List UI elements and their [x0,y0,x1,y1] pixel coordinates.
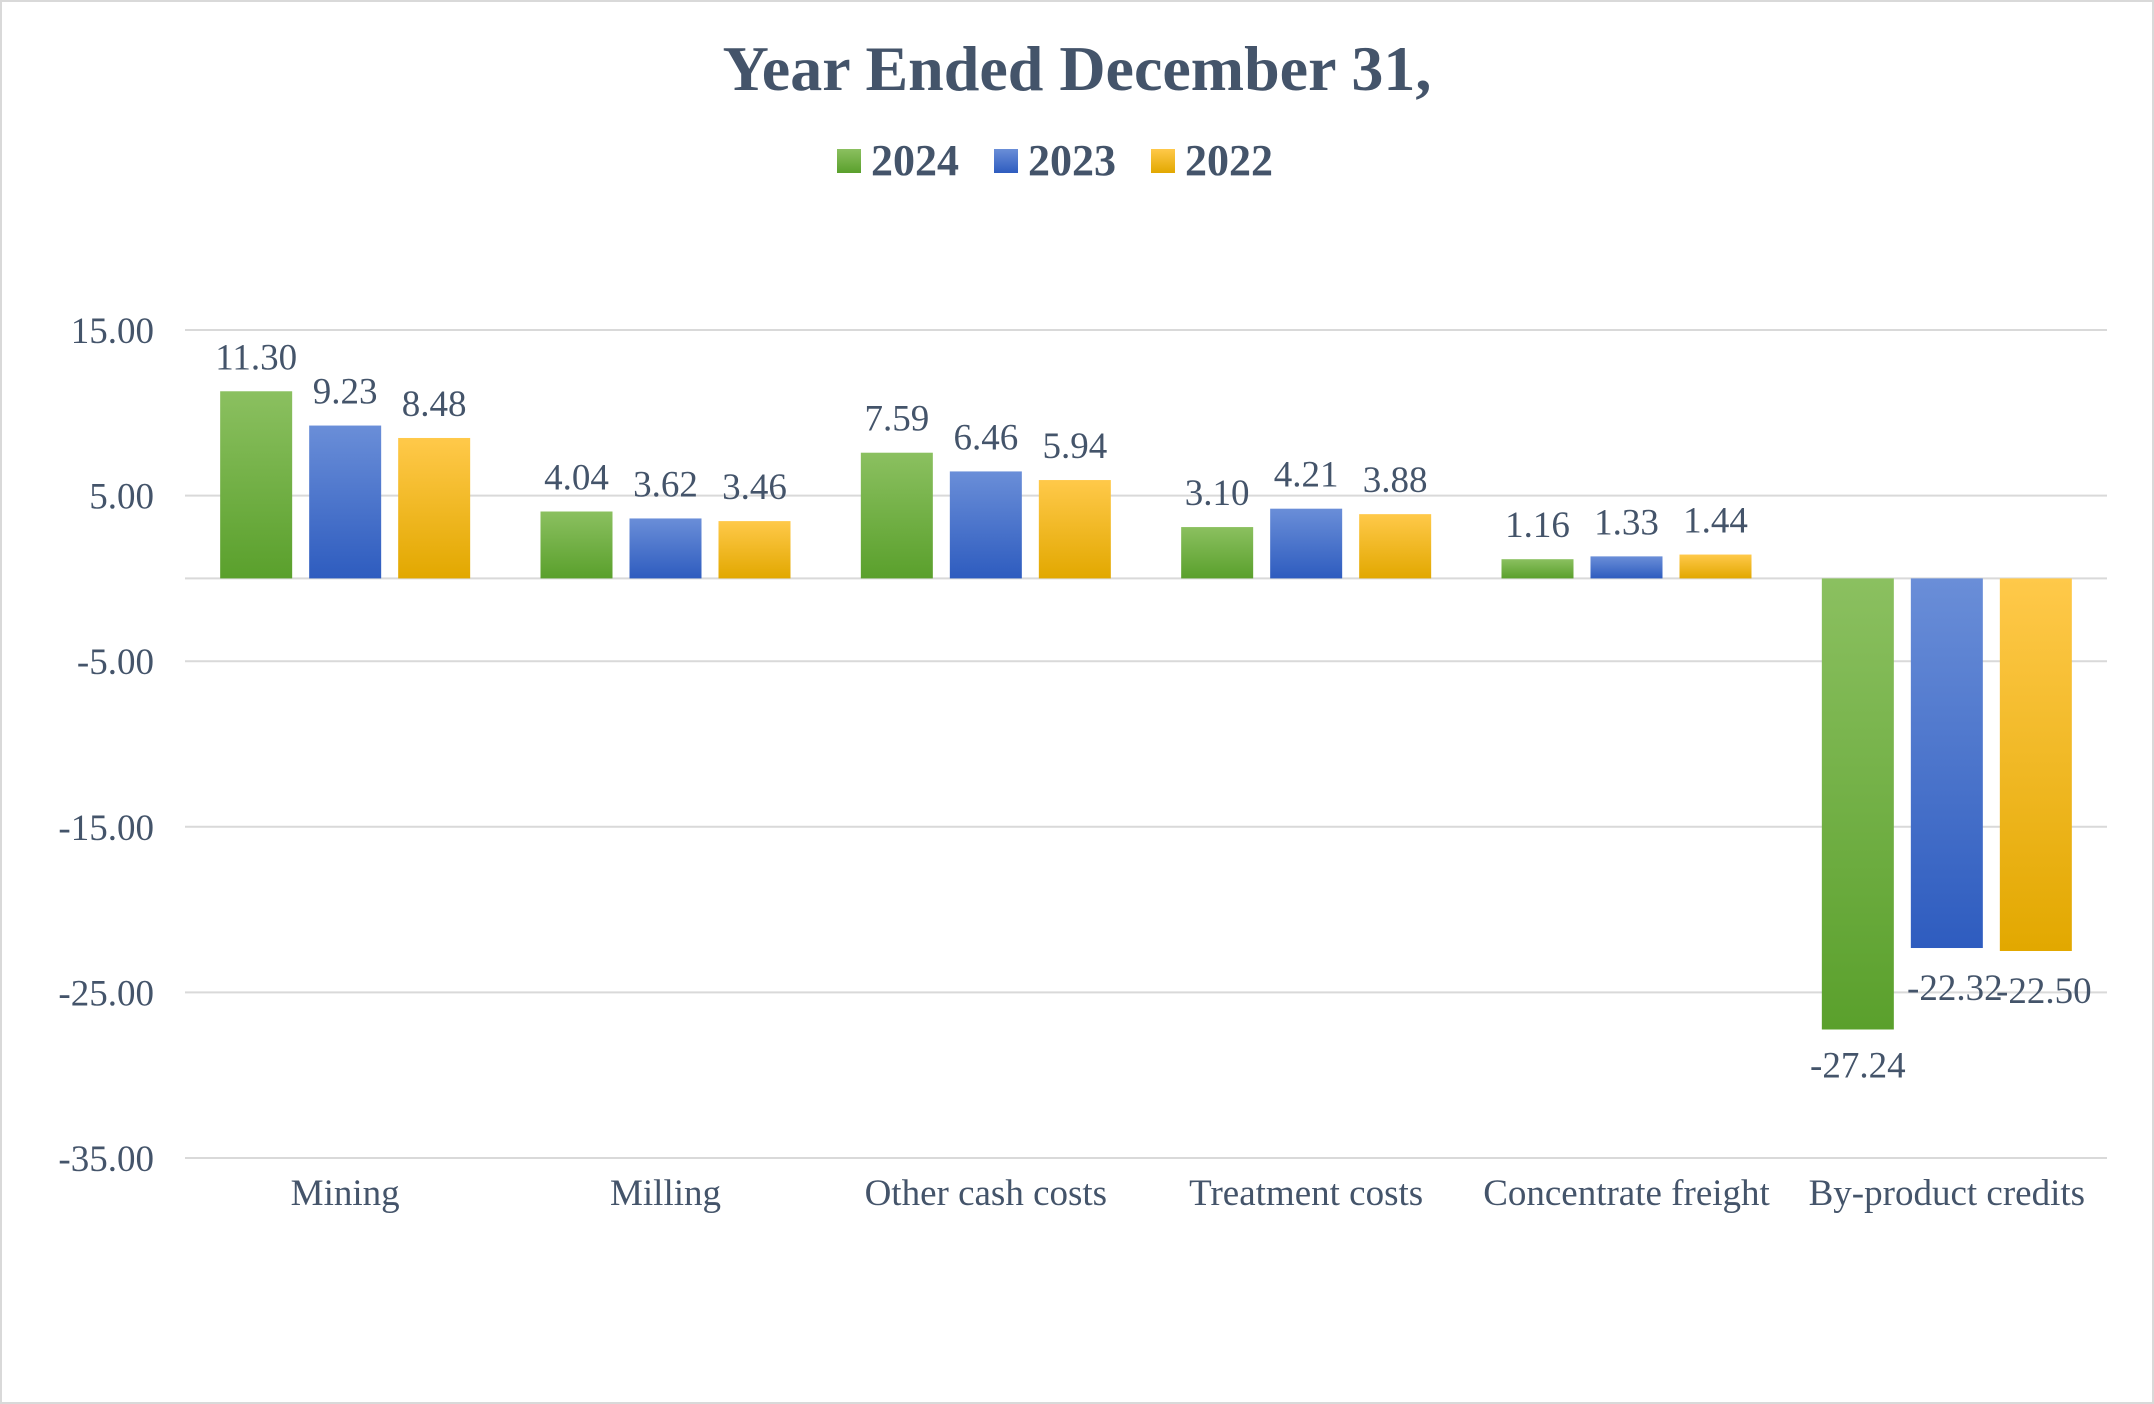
legend-swatch-2023 [994,149,1018,173]
x-axis-categories: Mining Milling Other cash costs Treatment c… [291,1173,2085,1214]
data-label-by-product-credits-2022: -22.50 [1996,971,2092,1012]
data-label-other-cash-costs-2024: 7.59 [864,399,929,440]
bar-treatment-costs-2022 [1359,514,1432,579]
bar-treatment-costs-2024 [1181,527,1254,579]
x-category-label: Concentrate freight [1483,1173,1770,1214]
data-label-other-cash-costs-2022: 5.94 [1042,426,1107,467]
chart-title: Year Ended December 31, [723,33,1432,104]
legend-swatch-2022 [1151,149,1175,173]
x-category-label: Treatment costs [1189,1173,1423,1214]
bar-milling-2022 [718,521,791,579]
data-label-mining-2022: 8.48 [402,384,467,425]
bar-milling-2023 [629,518,702,579]
legend-swatch-2024 [837,149,861,173]
data-label-mining-2023: 9.23 [313,372,378,413]
bar-treatment-costs-2023 [1270,508,1343,579]
legend-label-2022: 2022 [1185,136,1273,185]
y-axis-ticks: 15.00 5.00 -5.00 -15.00 -25.00 -35.00 [58,311,154,1180]
legend-label-2023: 2023 [1028,136,1116,185]
data-label-milling-2023: 3.62 [633,464,698,505]
bar-concentrate-freight-2022 [1679,554,1752,579]
bar-other-cash-costs-2022 [1038,480,1111,579]
x-category-label: Mining [291,1173,400,1214]
bar-mining-2022 [398,437,471,579]
bar-other-cash-costs-2023 [949,471,1022,579]
data-label-mining-2024: 11.30 [215,337,297,378]
y-tick-label: -5.00 [77,642,154,683]
data-label-milling-2024: 4.04 [544,457,609,498]
x-category-label: Other cash costs [865,1173,1108,1214]
bar-by-product-credits-2024 [1821,578,1894,1030]
data-label-concentrate-freight-2024: 1.16 [1505,505,1570,546]
gridlines [185,329,2107,1159]
legend-label-2024: 2024 [871,136,959,185]
data-label-concentrate-freight-2023: 1.33 [1594,502,1659,543]
data-labels: 11.30 9.23 8.48 4.04 3.62 3.46 7.59 6.46 5.94 3.1… [215,337,2091,1086]
y-tick-label: -15.00 [58,808,154,849]
x-category-label: Milling [610,1173,721,1214]
data-label-concentrate-freight-2022: 1.44 [1683,501,1748,542]
data-label-by-product-credits-2023: -22.32 [1907,968,2003,1009]
legend: 2024 2023 2022 [837,136,1273,185]
bar-by-product-credits-2023 [1910,578,1983,949]
y-tick-label: 5.00 [89,477,154,518]
bar-by-product-credits-2022 [1999,578,2072,951]
bar-concentrate-freight-2024 [1501,559,1574,579]
y-tick-label: -25.00 [58,973,154,1014]
y-tick-label: 15.00 [71,311,154,352]
bar-concentrate-freight-2023 [1590,556,1663,579]
bars [220,391,2072,1030]
bar-mining-2023 [309,425,382,579]
bar-other-cash-costs-2024 [860,452,933,579]
bar-mining-2024 [220,391,293,579]
bar-milling-2024 [540,511,613,579]
x-category-label: By-product credits [1809,1173,2085,1214]
data-label-treatment-costs-2024: 3.10 [1185,473,1250,514]
data-label-milling-2022: 3.46 [722,467,787,508]
y-tick-label: -35.00 [58,1139,154,1180]
data-label-by-product-credits-2024: -27.24 [1810,1045,1906,1086]
data-label-other-cash-costs-2023: 6.46 [953,417,1018,458]
data-label-treatment-costs-2023: 4.21 [1274,455,1339,496]
data-label-treatment-costs-2022: 3.88 [1363,460,1428,501]
